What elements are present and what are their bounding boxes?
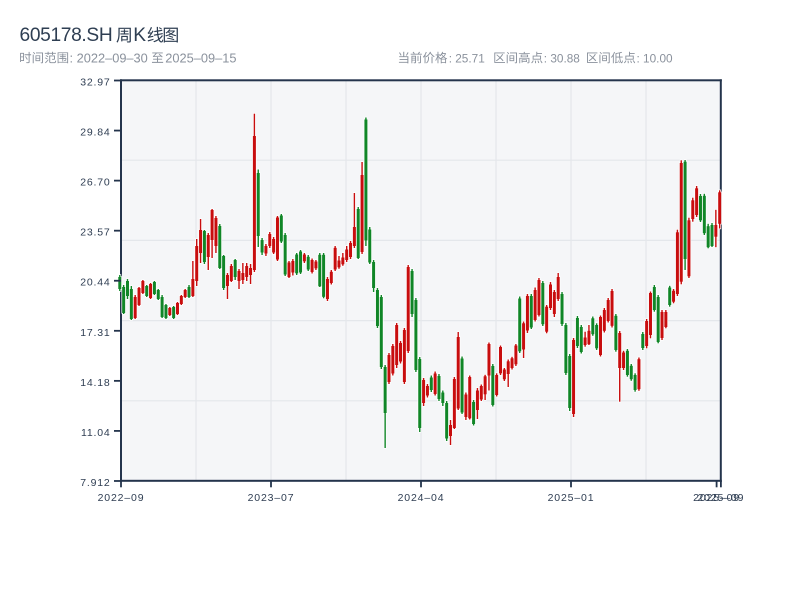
svg-text:2022–09: 2022–09 (98, 492, 145, 504)
svg-text:: 2022–09–30: : 2022–09–30 (70, 50, 148, 65)
svg-text:23.57: 23.57 (80, 227, 110, 239)
svg-text:2025–09–15: 2025–09–15 (165, 50, 236, 65)
svg-text:2023–07: 2023–07 (248, 492, 295, 504)
svg-text:2025–01: 2025–01 (548, 492, 595, 504)
svg-text:2024–04: 2024–04 (398, 492, 445, 504)
svg-text:605178.SH: 605178.SH (20, 25, 113, 46)
svg-text:29.84: 29.84 (80, 127, 110, 139)
svg-text:11.04: 11.04 (81, 427, 111, 439)
svg-text:: 25.71: : 25.71 (449, 51, 485, 65)
svg-text:2025–09: 2025–09 (693, 492, 740, 504)
svg-text:14.18: 14.18 (80, 377, 110, 389)
svg-text:26.70: 26.70 (80, 177, 110, 189)
svg-text:20.44: 20.44 (80, 277, 110, 289)
svg-text:17.31: 17.31 (80, 327, 110, 339)
svg-text:: 10.00: : 10.00 (637, 51, 674, 65)
svg-text:7.912: 7.912 (80, 477, 110, 489)
svg-text:K: K (133, 25, 146, 46)
svg-text:2025–09: 2025–09 (697, 492, 744, 504)
svg-text:: 30.88: : 30.88 (544, 51, 581, 65)
svg-text:32.97: 32.97 (80, 77, 110, 89)
